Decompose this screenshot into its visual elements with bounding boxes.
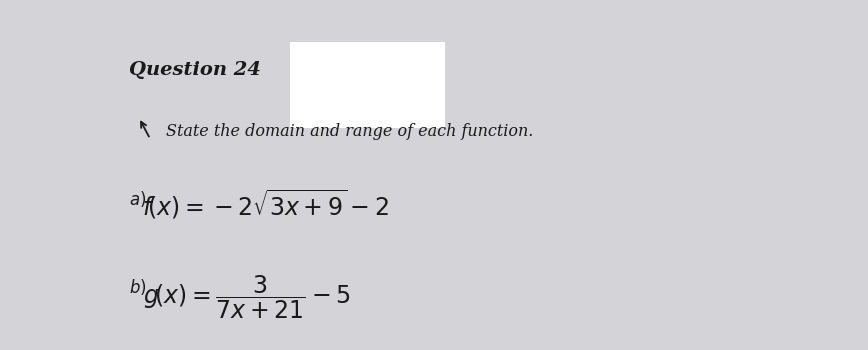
Text: Question 24: Question 24 [128, 61, 260, 79]
FancyBboxPatch shape [290, 42, 445, 128]
Text: $\mathit{{}^{a)}}\!f\!\left(\mathit{x}\right)=-2\sqrt{3x+9}-2$: $\mathit{{}^{a)}}\!f\!\left(\mathit{x}\r… [128, 188, 389, 221]
Text: State the domain and range of each function.: State the domain and range of each funct… [166, 123, 533, 140]
Text: $\mathit{{}^{b)}}\!g\!\left(\mathit{x}\right)=\dfrac{3}{7x+21}-5$: $\mathit{{}^{b)}}\!g\!\left(\mathit{x}\r… [128, 274, 351, 321]
